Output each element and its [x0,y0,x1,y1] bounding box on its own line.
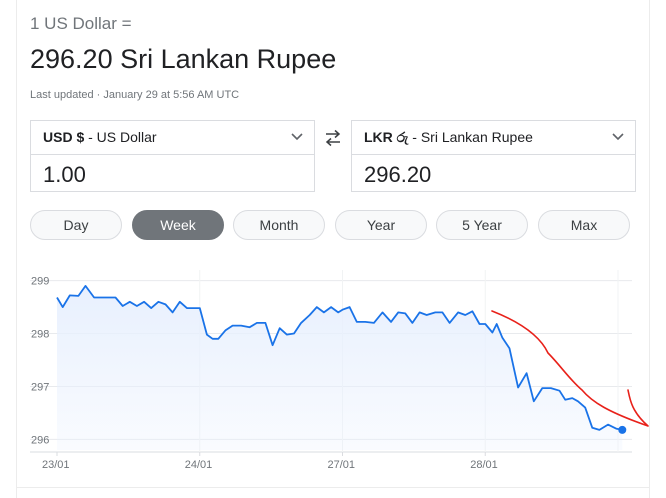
x-tick-label: 24/01 [185,459,213,471]
to-currency-label: LKR රු - Sri Lankan Rupee [364,129,533,146]
from-currency-code: USD $ [43,129,85,145]
latest-rate-point [618,425,627,434]
from-currency-name: - US Dollar [84,129,157,145]
rate-area [57,285,623,450]
card-border-right [649,0,650,498]
card-border-bottom [16,487,650,488]
y-tick-label: 298 [31,329,49,341]
hand-drawn-arrow-annotation [491,310,649,427]
chevron-down-icon [291,133,303,141]
to-amount-input[interactable]: 296.20 [364,162,432,187]
range-day-button[interactable]: Day [30,210,122,240]
range-5-year-button[interactable]: 5 Year [436,210,528,240]
y-axis: 299 298 297 296 [31,276,49,447]
range-max-button[interactable]: Max [538,210,630,240]
x-tick-label: 27/01 [328,459,356,471]
from-currency-label: USD $ - US Dollar [43,129,157,145]
to-currency-code: LKR රු [364,129,409,145]
from-currency-select[interactable]: USD $ - US Dollar [31,121,314,155]
exchange-rate-chart[interactable]: 299 298 297 296 23/01 24/01 27/01 28/01 [0,260,666,480]
from-currency-box: USD $ - US Dollar 1.00 [30,120,315,192]
conversion-result: 296.20 Sri Lankan Rupee [30,44,337,74]
x-axis: 23/01 24/01 27/01 28/01 [42,452,498,471]
y-tick-label: 297 [31,381,49,393]
range-month-button[interactable]: Month [233,210,325,240]
conversion-base: 1 US Dollar = [30,14,132,33]
x-tick-label: 23/01 [42,459,70,471]
card-border-left [16,0,17,498]
y-tick-label: 299 [31,276,49,288]
y-tick-label: 296 [31,434,49,446]
from-amount-input[interactable]: 1.00 [43,162,86,187]
rate-line [56,285,623,431]
range-year-button[interactable]: Year [335,210,427,240]
swap-arrows-icon[interactable] [322,128,344,148]
range-week-button[interactable]: Week [132,210,224,240]
chevron-down-icon [612,133,624,141]
last-updated-text: Last updated · January 29 at 5:56 AM UTC [30,89,240,101]
to-currency-name: - Sri Lankan Rupee [408,129,533,145]
x-tick-label: 28/01 [470,459,498,471]
to-currency-box: LKR රු - Sri Lankan Rupee 296.20 [351,120,636,192]
to-currency-select[interactable]: LKR රු - Sri Lankan Rupee [352,121,635,155]
